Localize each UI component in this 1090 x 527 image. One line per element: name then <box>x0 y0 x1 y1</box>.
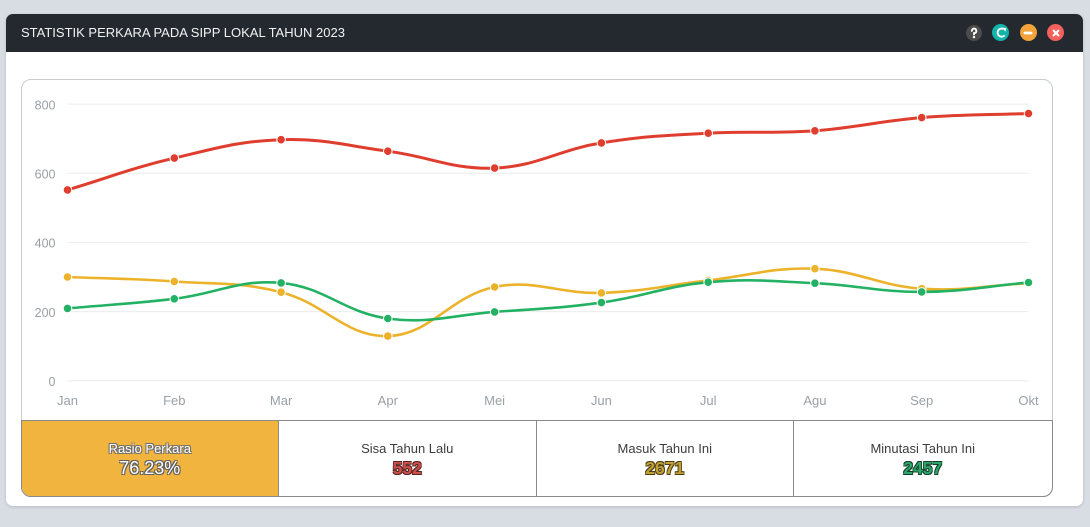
svg-text:Apr: Apr <box>377 393 398 408</box>
svg-text:Okt: Okt <box>1018 393 1039 408</box>
svg-text:Feb: Feb <box>163 393 185 408</box>
svg-text:Agu: Agu <box>803 393 826 408</box>
svg-text:0: 0 <box>48 374 55 388</box>
svg-text:Mei: Mei <box>484 393 505 408</box>
svg-text:200: 200 <box>34 305 55 319</box>
svg-text:Sep: Sep <box>910 393 933 408</box>
svg-text:600: 600 <box>34 167 55 181</box>
svg-text:Jan: Jan <box>57 393 78 408</box>
svg-text:Jun: Jun <box>590 393 611 408</box>
svg-text:400: 400 <box>34 236 55 250</box>
svg-text:Mar: Mar <box>269 393 292 408</box>
svg-text:Jul: Jul <box>699 393 716 408</box>
svg-text:800: 800 <box>34 98 55 112</box>
